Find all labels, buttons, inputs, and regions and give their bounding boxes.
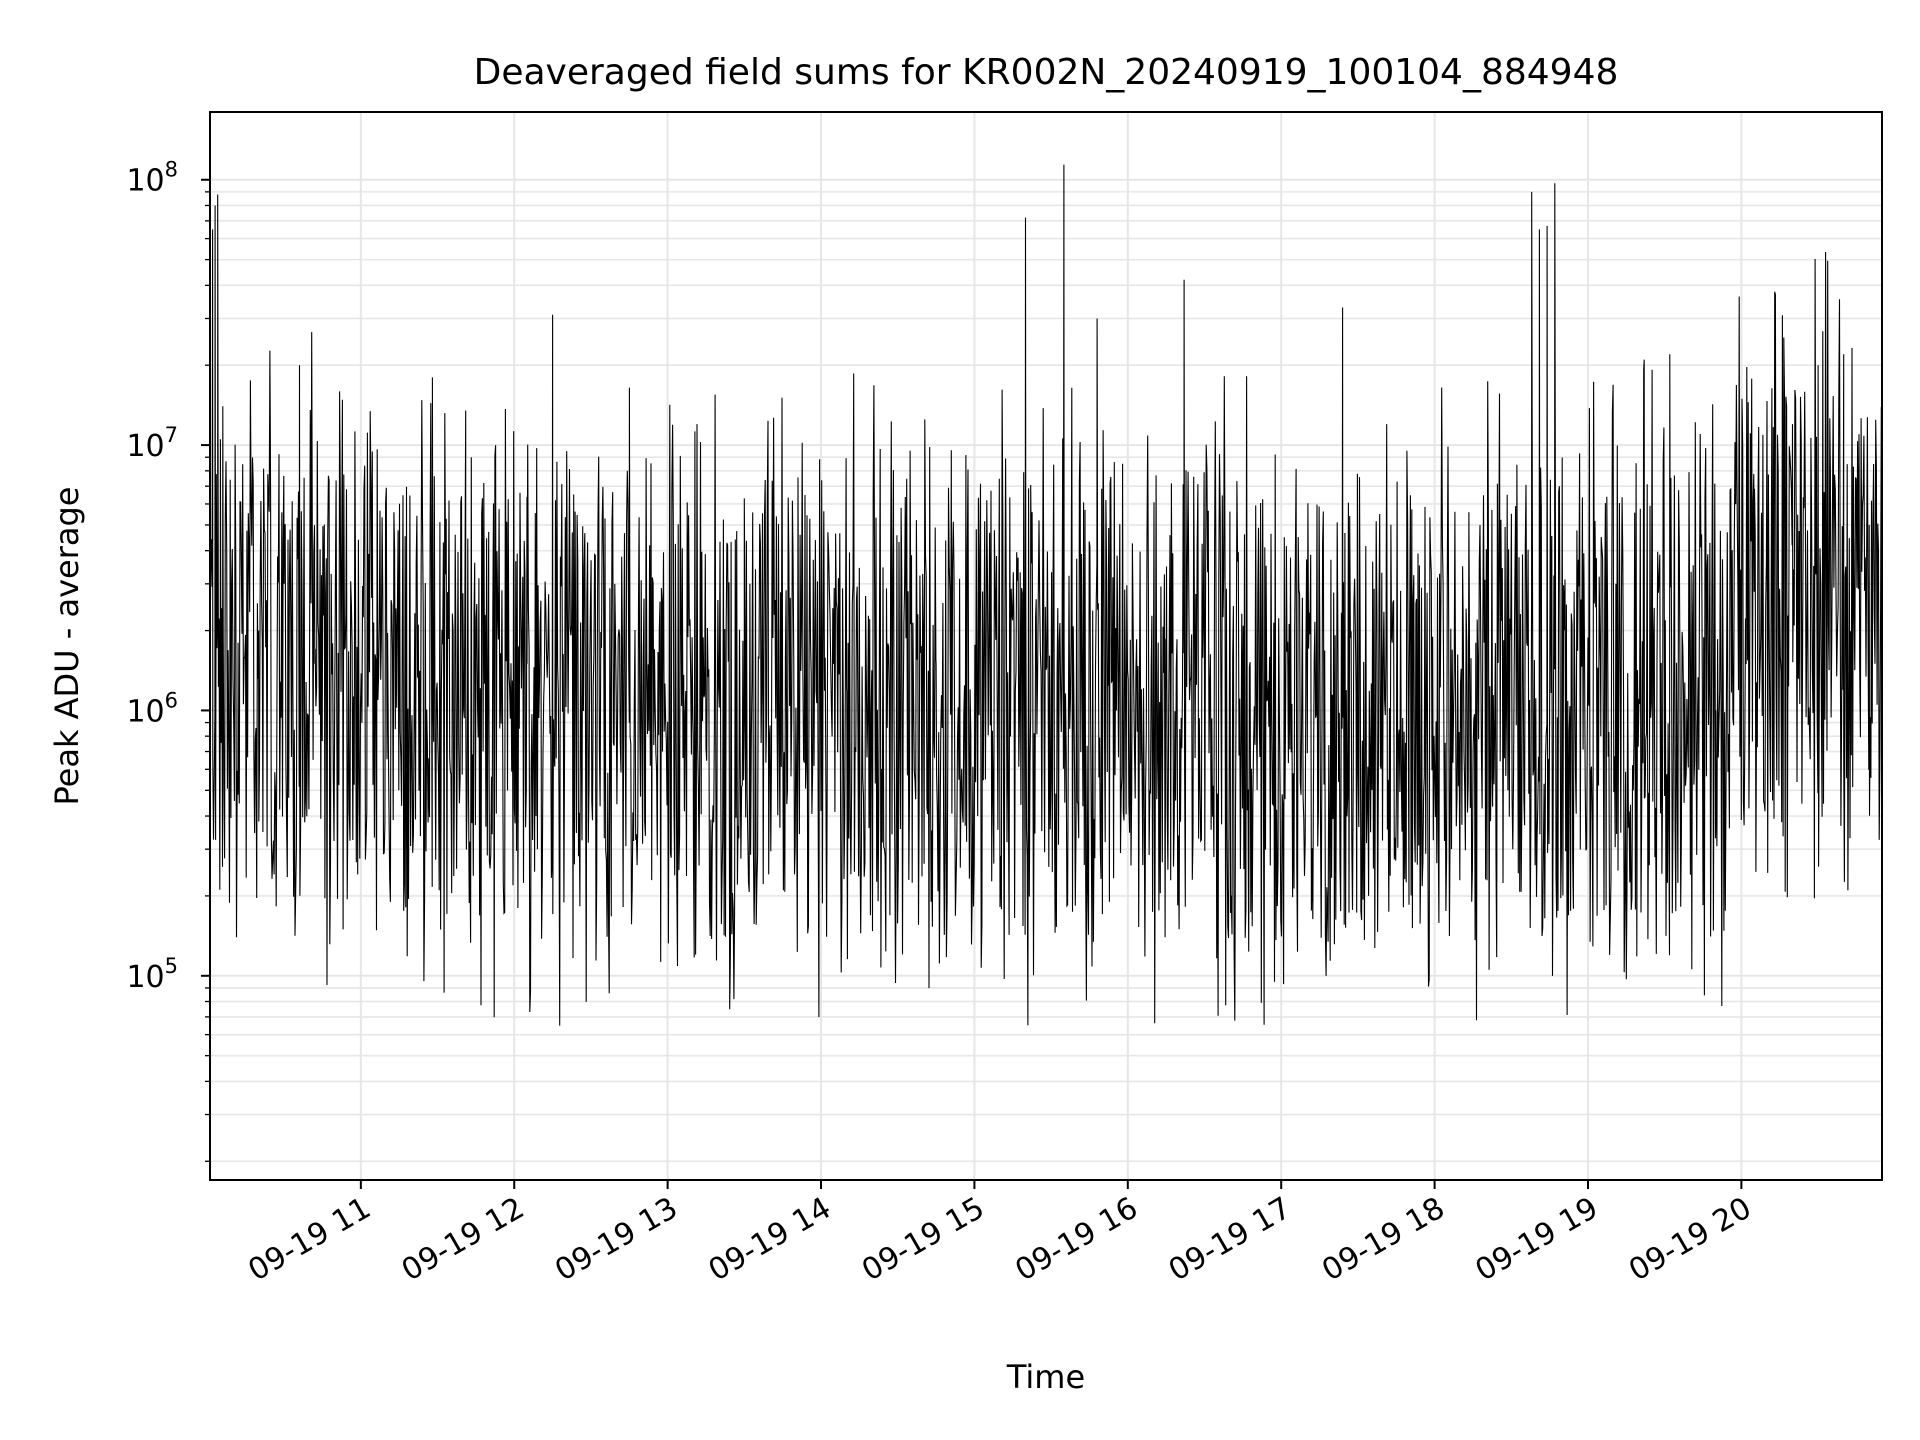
y-tick-label: 107 <box>126 423 178 464</box>
y-tick-base: 10 <box>126 694 164 729</box>
y-tick-base: 10 <box>126 960 164 995</box>
y-tick-label: 105 <box>126 954 178 995</box>
y-tick-label: 108 <box>126 158 178 199</box>
y-axis-label: Peak ADU - average <box>48 487 86 806</box>
y-tick-base: 10 <box>126 429 164 464</box>
y-tick-exponent: 5 <box>165 954 178 978</box>
y-tick-exponent: 7 <box>165 423 178 447</box>
plot-frame <box>209 111 1883 1181</box>
y-tick-base: 10 <box>126 164 164 199</box>
y-tick-exponent: 8 <box>165 158 178 182</box>
x-axis-label: Time <box>1006 1358 1085 1396</box>
chart-title: Deaveraged field sums for KR002N_2024091… <box>474 52 1619 93</box>
y-tick-label: 106 <box>126 688 178 729</box>
series-line <box>209 164 1883 1026</box>
y-tick-exponent: 6 <box>165 688 178 712</box>
